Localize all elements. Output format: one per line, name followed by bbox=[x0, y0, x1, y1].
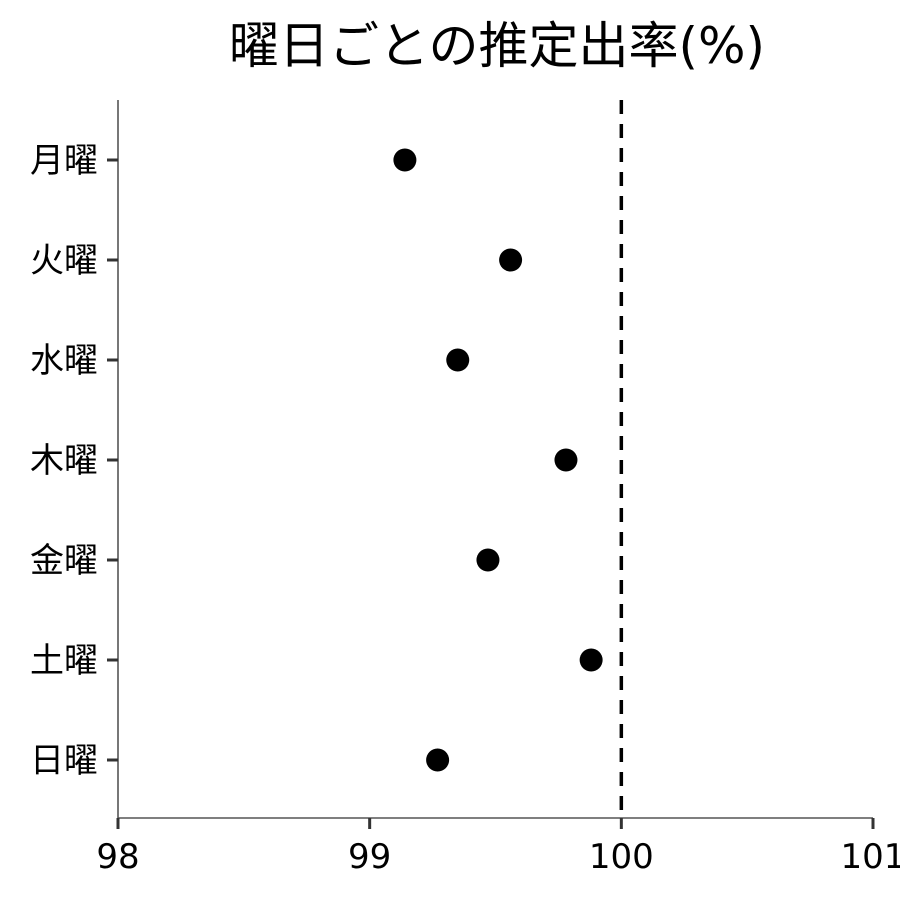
data-point bbox=[476, 548, 500, 572]
y-tick-label: 水曜 bbox=[30, 341, 98, 381]
x-tick-label: 99 bbox=[348, 837, 391, 877]
y-tick-label: 日曜 bbox=[30, 741, 98, 781]
data-point bbox=[426, 748, 450, 772]
x-tick-label: 98 bbox=[96, 837, 139, 877]
y-tick-label: 金曜 bbox=[30, 541, 98, 581]
y-tick-label: 月曜 bbox=[30, 141, 98, 181]
chart-title: 曜日ごとの推定出率(%) bbox=[229, 17, 765, 75]
y-tick-label: 土曜 bbox=[30, 641, 98, 681]
y-tick-label: 火曜 bbox=[30, 241, 98, 281]
x-tick-label: 100 bbox=[589, 837, 654, 877]
x-tick-label: 101 bbox=[841, 837, 900, 877]
data-point bbox=[554, 448, 578, 472]
data-point bbox=[499, 248, 523, 272]
data-point bbox=[579, 648, 603, 672]
data-point bbox=[446, 348, 470, 372]
data-point bbox=[393, 148, 417, 172]
y-tick-label: 木曜 bbox=[30, 441, 98, 481]
